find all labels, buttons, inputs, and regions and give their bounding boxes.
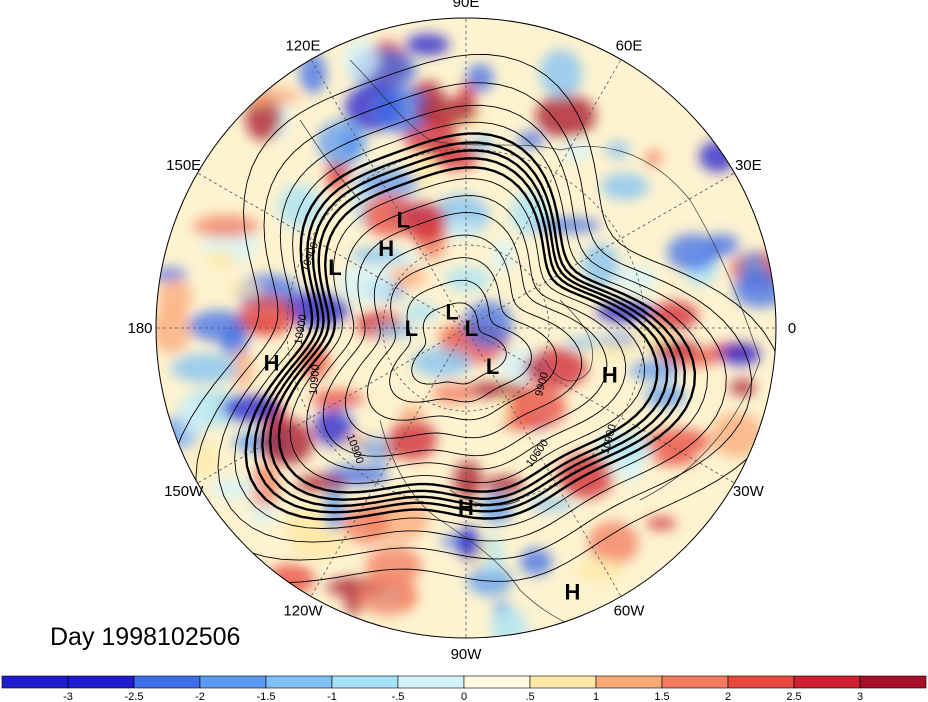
longitude-label: 60E (616, 38, 643, 55)
colorbar: -3 -2.5 -2 -1.5 -1 -.5 0 .5 1 1.5 2 2.5 3 (1, 675, 927, 702)
map-title: Day 1998102506 (50, 623, 240, 651)
anomaly-field (156, 18, 776, 638)
colorbar-segment (1, 675, 69, 689)
colorbar-tick-label: -2.5 (125, 691, 144, 702)
longitude-label: 0 (788, 320, 796, 337)
low-pressure-label: L (445, 299, 458, 324)
high-pressure-label: H (378, 236, 394, 261)
colorbar-tick-label: .5 (525, 691, 534, 702)
longitude-label: 180 (127, 320, 152, 337)
colorbar-segment (661, 675, 729, 689)
colorbar-tick-label: 2.5 (786, 691, 801, 702)
height-contours (167, 54, 776, 584)
map-border (155, 17, 777, 639)
high-pressure-label: H (564, 579, 580, 604)
colorbar-tick-label: 1.5 (654, 691, 669, 702)
contour-label: 10900 (308, 364, 323, 396)
low-pressure-label: L (397, 208, 410, 233)
colorbar-segment (595, 675, 663, 689)
longitude-label: 150W (164, 483, 204, 500)
longitude-label: 60W (614, 602, 646, 619)
colorbar-segment (529, 675, 597, 689)
longitude-label: 90E (453, 0, 480, 11)
colorbar-tick-label: 1 (593, 691, 599, 702)
colorbar-segment (793, 675, 861, 689)
colorbar-segment (199, 675, 267, 689)
longitude-label: 90W (451, 646, 483, 663)
longitude-labels: 90E 60E 30E 0 30W 60W 90W 120W 150W 180 150E 120E (127, 0, 796, 663)
colorbar-segment (331, 675, 399, 689)
colorbar-segment (67, 675, 135, 689)
low-pressure-label: L (405, 316, 418, 341)
high-pressure-label: H (602, 363, 618, 388)
longitude-label: 150E (166, 157, 201, 174)
colorbar-segment (727, 675, 795, 689)
low-pressure-label: L (465, 316, 478, 341)
high-pressure-label: H (264, 350, 280, 375)
colorbar-tick-label: -1.5 (257, 691, 276, 702)
colorbar-segment (859, 675, 927, 689)
longitude-label: 120E (285, 38, 320, 55)
low-pressure-label: L (328, 255, 341, 280)
colorbar-tick-label: -3 (63, 691, 73, 702)
high-pressure-label: H (458, 495, 474, 520)
colorbar-segment (133, 675, 201, 689)
longitude-label: 30E (735, 157, 762, 174)
colorbar-tick-label: -2 (195, 691, 205, 702)
colorbar-tick-label: -1 (327, 691, 337, 702)
contour-label: 10900 (292, 313, 309, 345)
longitude-label: 120W (283, 602, 323, 619)
colorbar-tick-label: 3 (857, 691, 863, 702)
low-pressure-label: L (486, 354, 499, 379)
colorbar-tick-label: -.5 (392, 691, 405, 702)
colorbar-tick-label: 2 (725, 691, 731, 702)
colorbar-tick-label: 0 (461, 691, 467, 702)
colorbar-segment (265, 675, 333, 689)
colorbar-segment (397, 675, 465, 689)
colorbar-segment (463, 675, 531, 689)
longitude-label: 30W (733, 483, 765, 500)
